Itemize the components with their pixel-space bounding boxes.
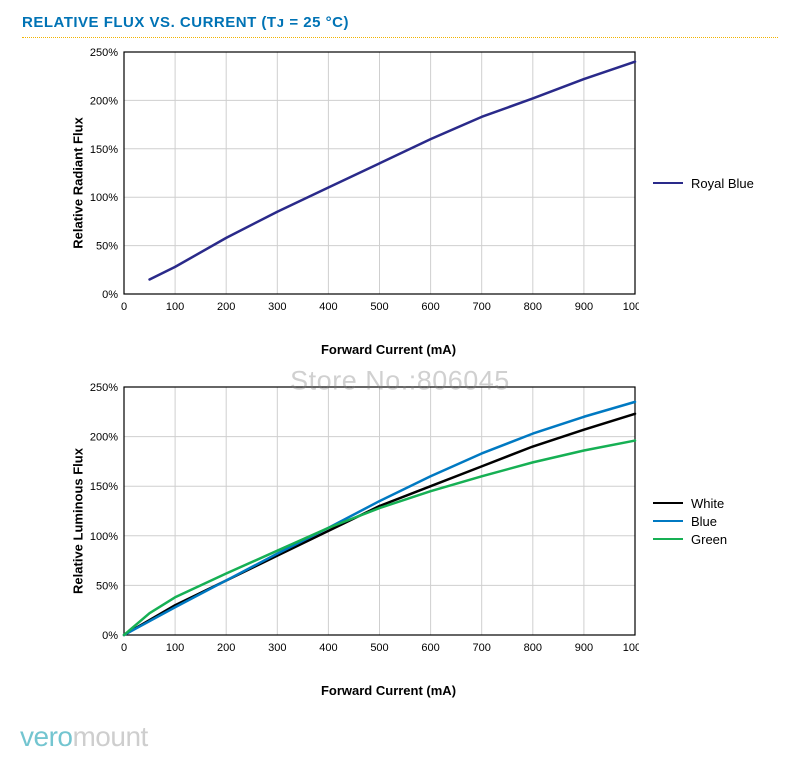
xlabel-2: Forward Current (mA): [84, 683, 693, 698]
svg-text:150%: 150%: [90, 481, 118, 493]
svg-text:600: 600: [421, 642, 439, 654]
ylabel-2: Relative Luminous Flux: [71, 448, 86, 594]
svg-text:100: 100: [166, 301, 184, 313]
chart-radiant-flux: Relative Radiant Flux 0% 50% 100% 150% 200% 2…: [30, 48, 770, 357]
svg-text:150%: 150%: [90, 144, 118, 156]
svg-text:800: 800: [524, 301, 542, 313]
svg-text:100: 100: [166, 642, 184, 654]
svg-text:0: 0: [121, 642, 127, 654]
legend-item: Royal Blue: [653, 176, 754, 191]
svg-text:700: 700: [473, 642, 491, 654]
watermark-vendor-a: vero: [20, 721, 72, 752]
legend-swatch: [653, 182, 683, 184]
legend-item: Green: [653, 532, 727, 547]
legend-swatch: [653, 538, 683, 540]
svg-text:500: 500: [370, 301, 388, 313]
svg-text:0%: 0%: [102, 630, 118, 642]
svg-text:50%: 50%: [96, 580, 118, 592]
svg-text:1000: 1000: [623, 301, 639, 313]
svg-text:50%: 50%: [96, 241, 118, 253]
plot-svg-2: 0% 50% 100% 150% 200% 250% 0 100 200 300 400 500 600…: [84, 383, 639, 659]
chart-luminous-flux: Relative Luminous Flux 0% 50% 100% 150% 200%…: [30, 383, 770, 698]
legend-1: Royal Blue: [653, 173, 754, 194]
legend-swatch: [653, 520, 683, 522]
legend-2: White Blue Green: [653, 493, 727, 550]
svg-text:200%: 200%: [90, 95, 118, 107]
plot-wrap-2: Relative Luminous Flux 0%50%100%150%200%…: [84, 383, 639, 659]
svg-text:1000: 1000: [623, 642, 639, 654]
svg-text:700: 700: [473, 301, 491, 313]
legend-swatch: [653, 502, 683, 504]
svg-text:300: 300: [268, 642, 286, 654]
svg-text:800: 800: [524, 642, 542, 654]
svg-text:900: 900: [575, 301, 593, 313]
legend-label: Blue: [691, 514, 717, 529]
legend-item: Blue: [653, 514, 727, 529]
svg-text:600: 600: [421, 301, 439, 313]
watermark-vendor: veromount: [20, 721, 148, 753]
plot-wrap-1: Relative Radiant Flux 0%50%100%150%200%2…: [84, 48, 639, 318]
legend-item: White: [653, 496, 727, 511]
legend-label: White: [691, 496, 724, 511]
svg-text:400: 400: [319, 301, 337, 313]
legend-label: Green: [691, 532, 727, 547]
svg-text:100%: 100%: [90, 531, 118, 543]
svg-text:250%: 250%: [90, 383, 118, 394]
svg-text:500: 500: [370, 642, 388, 654]
page-title: RELATIVE FLUX VS. CURRENT (Tᴊ = 25 °C): [0, 0, 800, 37]
svg-text:100%: 100%: [90, 192, 118, 204]
ylabel-1: Relative Radiant Flux: [71, 117, 86, 248]
xlabel-1: Forward Current (mA): [84, 342, 693, 357]
svg-text:900: 900: [575, 642, 593, 654]
legend-label: Royal Blue: [691, 176, 754, 191]
svg-text:200: 200: [217, 301, 235, 313]
svg-text:200: 200: [217, 642, 235, 654]
plot-svg-1: 0% 50% 100% 150% 200% 250% 0 100 200 300 400 500 600…: [84, 48, 639, 318]
svg-text:200%: 200%: [90, 432, 118, 444]
svg-text:250%: 250%: [90, 48, 118, 59]
svg-text:0: 0: [121, 301, 127, 313]
title-rule: [22, 37, 778, 38]
svg-text:400: 400: [319, 642, 337, 654]
svg-text:300: 300: [268, 301, 286, 313]
svg-text:0%: 0%: [102, 289, 118, 301]
watermark-vendor-b: mount: [72, 721, 147, 752]
